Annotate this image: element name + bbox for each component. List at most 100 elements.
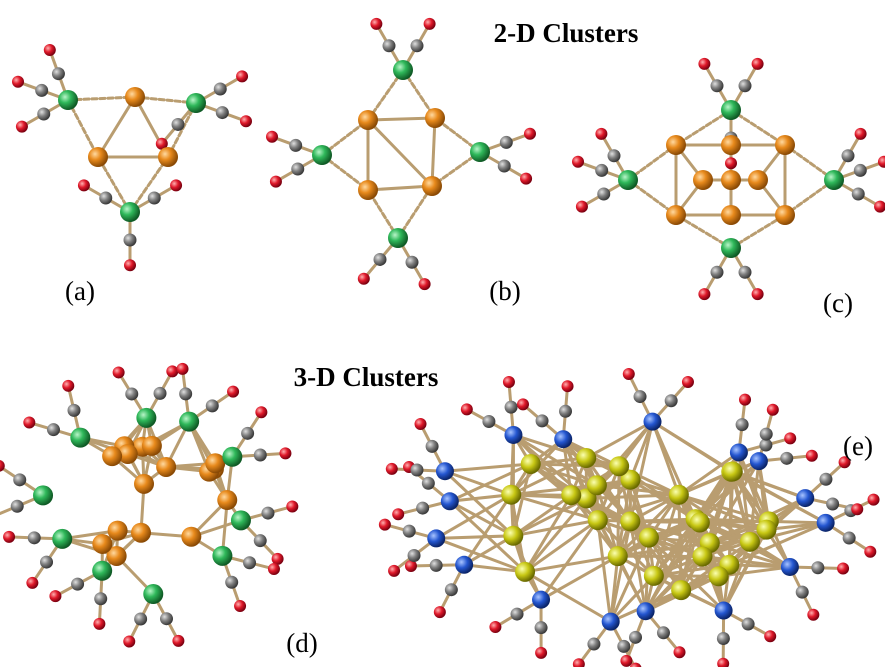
atom (824, 170, 844, 190)
atom (176, 362, 189, 375)
atom (517, 398, 530, 411)
atom (749, 452, 768, 471)
atom (717, 657, 730, 667)
atom (819, 472, 833, 486)
atom (842, 531, 856, 545)
atom (291, 162, 305, 176)
atom (106, 545, 127, 566)
bond (366, 68, 405, 122)
bond (596, 493, 681, 522)
bond (166, 101, 198, 159)
atom (620, 511, 641, 532)
atom (503, 525, 524, 546)
atom (125, 87, 145, 107)
atom (3, 530, 16, 543)
atom (572, 658, 585, 667)
atom (205, 399, 219, 413)
bond (729, 213, 787, 250)
atom (156, 456, 177, 477)
atom (92, 560, 113, 581)
atom (698, 57, 711, 70)
atom (77, 179, 90, 192)
atom (587, 510, 608, 531)
atom (404, 559, 417, 572)
atom (205, 453, 226, 474)
atom (666, 205, 686, 225)
atom (253, 448, 267, 462)
atom (735, 418, 749, 432)
atom (179, 411, 200, 432)
bond (443, 469, 513, 497)
atom (853, 163, 867, 177)
bond (609, 574, 656, 624)
atom (181, 526, 202, 547)
atom (58, 90, 78, 110)
atom (576, 448, 597, 469)
atom (775, 205, 795, 225)
bond (584, 420, 655, 460)
atom (721, 100, 741, 120)
atom (112, 366, 125, 379)
atom (378, 518, 391, 531)
atom (227, 385, 240, 398)
atom (102, 446, 123, 467)
atom (710, 265, 724, 279)
atom (535, 414, 549, 428)
atom (504, 400, 518, 414)
atom (609, 456, 630, 477)
atom (751, 57, 764, 70)
atom (382, 39, 396, 53)
atom (444, 583, 458, 597)
bond (644, 521, 702, 613)
bond (677, 450, 741, 497)
bond (511, 493, 573, 538)
bond (448, 499, 515, 538)
atom (358, 110, 378, 130)
atom (796, 489, 815, 508)
atom (388, 228, 408, 248)
atom (722, 461, 743, 482)
atom (816, 513, 835, 532)
atom (215, 106, 229, 120)
atom (497, 159, 511, 173)
atom (88, 147, 108, 167)
atom (874, 200, 885, 213)
atom (117, 443, 138, 464)
bond (66, 98, 100, 159)
atom (561, 380, 574, 393)
atom (780, 451, 794, 465)
atom (668, 484, 689, 505)
atom (13, 473, 27, 487)
atom (811, 561, 825, 575)
atom (241, 426, 255, 440)
atom (595, 163, 609, 177)
atom (67, 403, 81, 417)
atom (515, 561, 536, 582)
atom (851, 187, 865, 201)
atom (656, 626, 670, 640)
atom (253, 534, 267, 548)
bond (96, 95, 137, 159)
atom (217, 490, 238, 511)
atom (775, 135, 795, 155)
atom (141, 435, 162, 456)
atom (155, 137, 168, 150)
atom (429, 558, 443, 572)
atom (807, 608, 820, 621)
atom (435, 462, 454, 481)
atom (33, 485, 54, 506)
atom (595, 127, 608, 140)
atom (143, 584, 164, 605)
atom (501, 484, 522, 505)
atom (425, 108, 445, 128)
atom (587, 637, 601, 651)
atom (597, 187, 611, 201)
panel-label: (d) (286, 628, 317, 658)
atom (12, 75, 25, 88)
atom (643, 565, 664, 586)
atom (46, 423, 60, 437)
bond (511, 433, 573, 497)
atom (689, 512, 710, 533)
atom (159, 612, 173, 626)
